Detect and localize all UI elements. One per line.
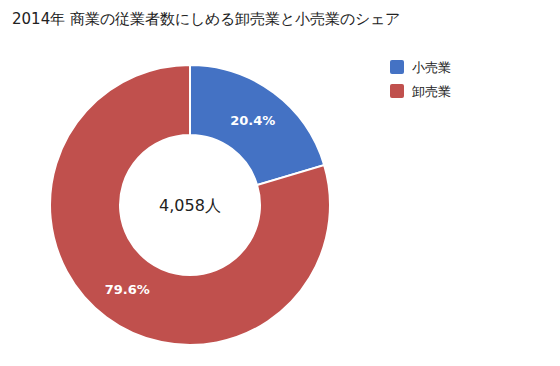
data-label: 20.4%: [230, 113, 275, 128]
center-annotation: 4,058人: [159, 196, 221, 215]
title: 2014年 商業の従業者数にしめる卸売業と小売業のシェア: [12, 10, 400, 28]
chart-container: 2014年 商業の従業者数にしめる卸売業と小売業のシェア 20.4% 79.6% 4,…: [0, 0, 560, 366]
legend: 小売業卸売業: [390, 60, 451, 99]
legend-swatch: [390, 84, 404, 98]
slice: [50, 65, 330, 345]
legend-label: 小売業: [412, 60, 451, 75]
data-labels: 20.4% 79.6%: [105, 113, 276, 296]
legend-label: 卸売業: [412, 84, 451, 99]
slice: [190, 65, 324, 185]
legend-swatch: [390, 60, 404, 74]
slices: [50, 65, 330, 345]
chart: 2014年 商業の従業者数にしめる卸売業と小売業のシェア 20.4% 79.6% 4,…: [0, 0, 560, 366]
data-label: 79.6%: [105, 282, 150, 297]
